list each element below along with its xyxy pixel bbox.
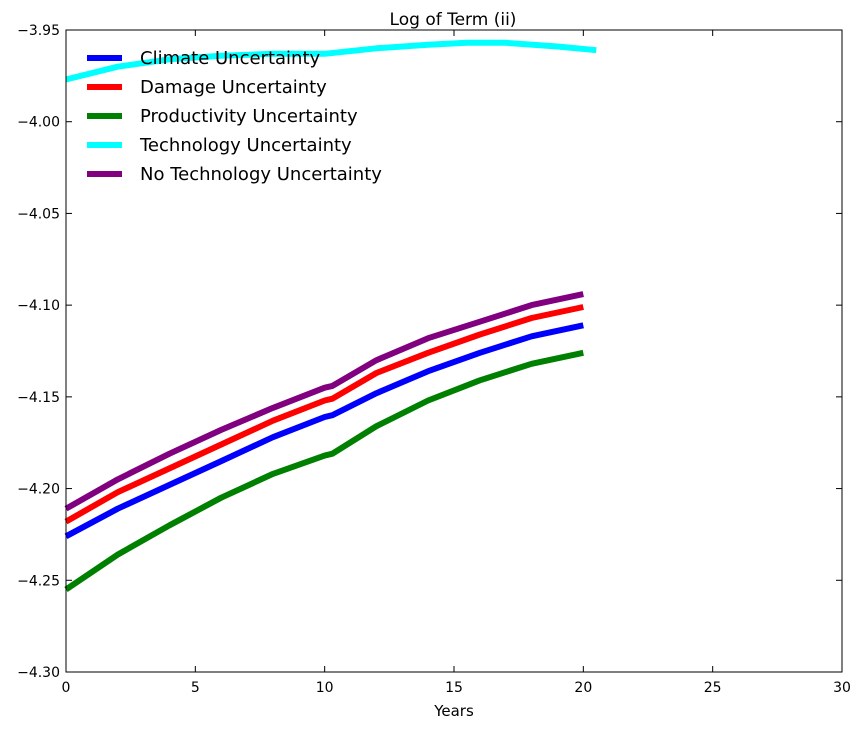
series-line-4 <box>64 291 584 512</box>
x-axis-label: Years <box>433 702 474 720</box>
axis-ticks: 0 5 10 15 20 25 30 −4.30 −4.25 −4.20 −4.15 −4.10 −4.… <box>17 23 851 696</box>
x-tick-label: 15 <box>445 680 463 696</box>
legend-label-4: No Technology Uncertainty <box>140 164 382 185</box>
series-line-0 <box>64 322 584 539</box>
y-tick-label: −4.00 <box>17 115 60 131</box>
x-tick-label: 10 <box>316 680 334 696</box>
y-tick-label: −4.30 <box>17 665 60 681</box>
series-line-3 <box>65 39 597 83</box>
y-tick-label: −4.10 <box>17 298 60 314</box>
x-tick-label: 25 <box>704 680 722 696</box>
y-tick-label: −3.95 <box>17 23 60 39</box>
y-tick-label: −4.15 <box>17 390 60 406</box>
legend: Climate Uncertainty Damage Uncertainty Pro… <box>87 48 382 185</box>
legend-label-2: Productivity Uncertainty <box>140 106 358 127</box>
series-line-2 <box>64 349 584 592</box>
legend-label-0: Climate Uncertainty <box>140 48 320 69</box>
y-tick-label: −4.25 <box>17 573 60 589</box>
legend-label-1: Damage Uncertainty <box>140 77 327 98</box>
series-line-1 <box>64 304 584 525</box>
y-tick-label: −4.20 <box>17 482 60 498</box>
plot-lines <box>64 39 597 592</box>
legend-label-3: Technology Uncertainty <box>139 135 352 156</box>
x-tick-label: 5 <box>191 680 200 696</box>
x-tick-label: 20 <box>574 680 592 696</box>
x-tick-label: 0 <box>62 680 71 696</box>
x-tick-label: 30 <box>833 680 851 696</box>
chart-title: Log of Term (ii) <box>390 10 517 30</box>
y-tick-label: −4.05 <box>17 206 60 222</box>
